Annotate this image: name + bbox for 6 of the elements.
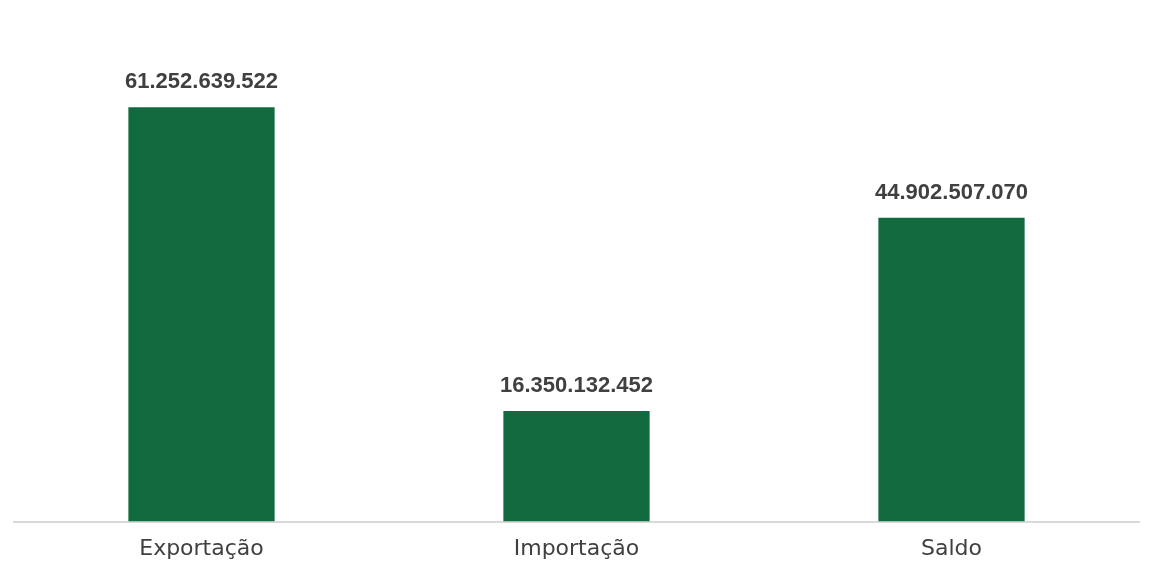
data-label: 61.252.639.522 (125, 68, 278, 94)
data-label: 44.902.507.070 (875, 178, 1028, 204)
x-tick-label: Exportação (139, 534, 264, 560)
x-tick-label: Saldo (921, 534, 982, 560)
x-tick-label: Importação (513, 534, 640, 560)
data-label: 16.350.132.452 (500, 372, 653, 398)
